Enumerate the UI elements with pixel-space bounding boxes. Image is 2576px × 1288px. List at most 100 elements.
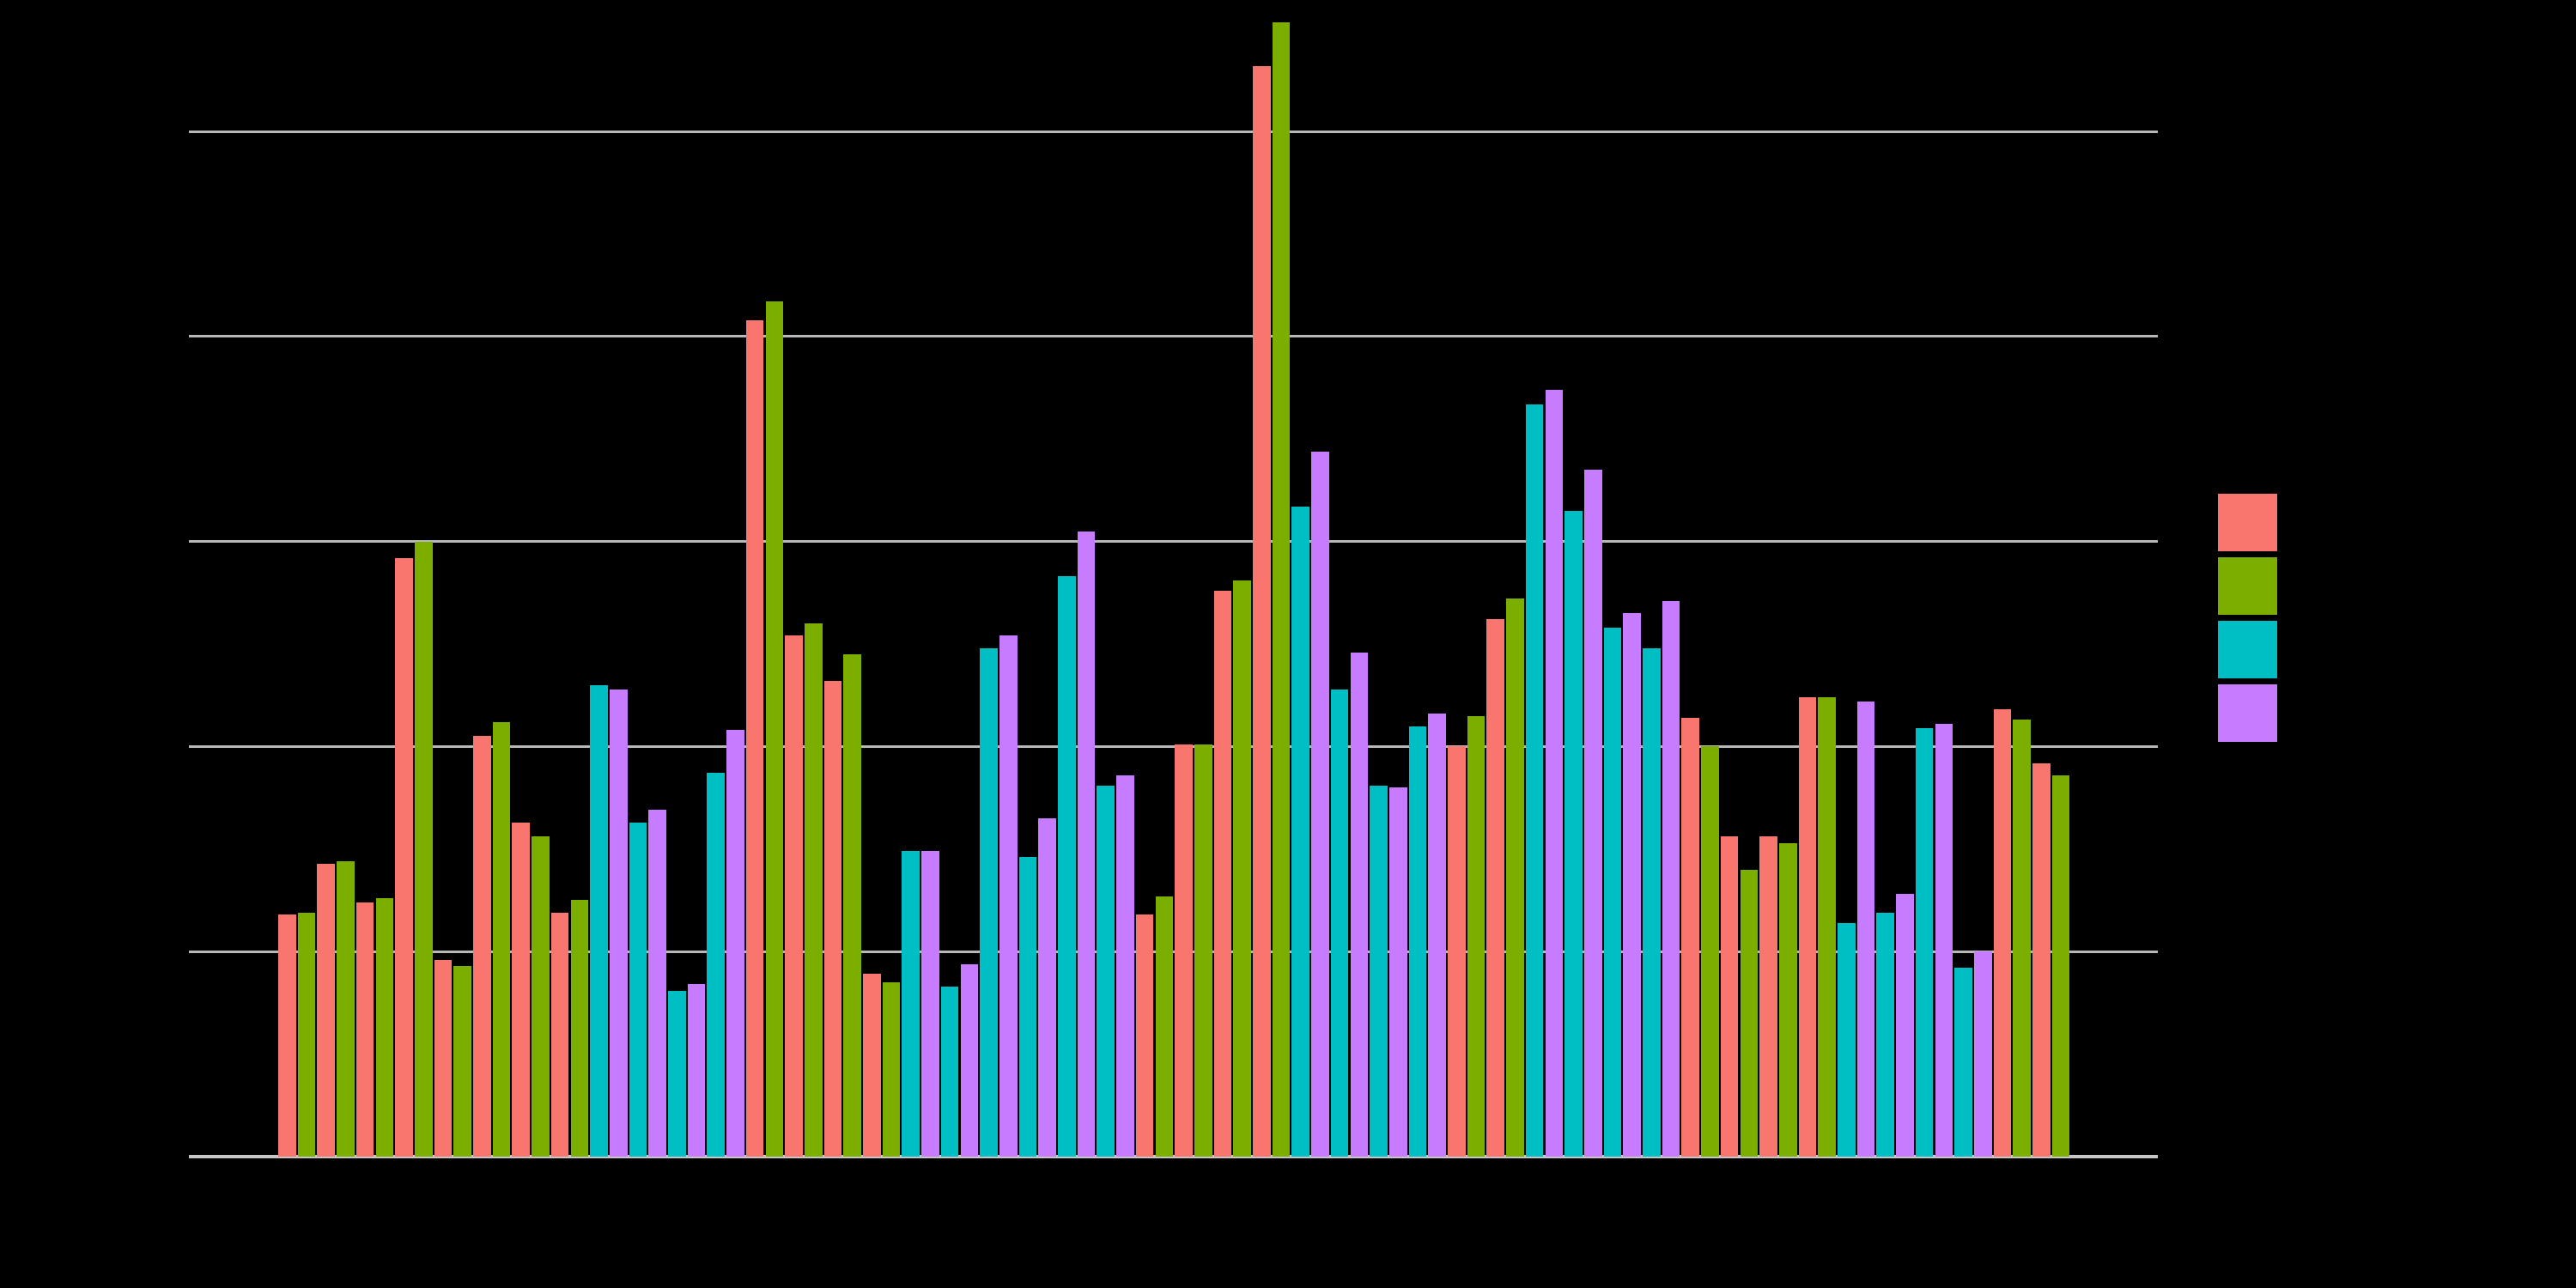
bar-series-2	[414, 542, 433, 1157]
bar-series-3	[1408, 726, 1427, 1157]
bar-series-3	[1330, 690, 1349, 1157]
bar-series-4	[1038, 818, 1056, 1157]
bar-series-4	[1856, 702, 1875, 1157]
bar-series-1	[512, 823, 531, 1157]
y-gridline	[189, 130, 2158, 133]
bar-series-4	[687, 984, 706, 1157]
bar-series-2	[1740, 870, 1759, 1157]
bar-series-2	[297, 913, 316, 1157]
bar-series-1	[1759, 836, 1777, 1157]
bar-series-3	[1603, 628, 1622, 1157]
bar-series-3	[590, 685, 608, 1157]
bar-series-4	[1896, 894, 1914, 1157]
bar-series-2	[765, 301, 784, 1157]
bar-series-1	[355, 902, 374, 1157]
bar-series-4	[609, 690, 628, 1157]
bar-series-4	[1116, 775, 1134, 1157]
bar-series-2	[375, 898, 394, 1157]
bar-series-4	[1388, 787, 1407, 1157]
bar-series-3	[1876, 913, 1895, 1157]
y-gridline	[189, 540, 2158, 544]
bar-series-1	[785, 635, 803, 1157]
bar-series-4	[1662, 601, 1680, 1157]
y-gridline	[189, 744, 2158, 748]
bar-series-1	[434, 960, 453, 1157]
bar-series-3	[980, 648, 998, 1157]
bar-series-1	[1720, 836, 1739, 1157]
x-axis-line	[189, 1155, 2158, 1158]
bar-series-4	[1623, 613, 1641, 1157]
bar-series-3	[1370, 786, 1388, 1157]
bar-series-2	[532, 836, 550, 1157]
bar-series-4	[1583, 470, 1602, 1157]
legend-swatch-series-4	[2218, 684, 2277, 742]
bar-series-4	[1545, 390, 1564, 1157]
bar-series-1	[1681, 718, 1700, 1157]
bar-series-1	[395, 558, 413, 1157]
bar-series-4	[1428, 714, 1446, 1157]
bar-series-2	[1467, 716, 1485, 1157]
bar-series-2	[1778, 843, 1797, 1157]
bar-series-1	[745, 320, 764, 1157]
bar-series-2	[1818, 697, 1836, 1157]
bar-series-3	[1525, 404, 1544, 1157]
bar-series-4	[1935, 724, 1953, 1157]
bar-series-3	[1915, 728, 1934, 1157]
bar-series-4	[921, 851, 939, 1157]
bar-series-2	[1506, 598, 1524, 1157]
bar-series-1	[2032, 763, 2050, 1157]
bar-series-1	[1213, 591, 1232, 1157]
bar-series-4	[1973, 951, 1992, 1157]
bar-series-3	[668, 991, 686, 1157]
bar-series-1	[278, 914, 296, 1157]
bar-series-1	[1448, 746, 1466, 1157]
bar-series-2	[804, 623, 823, 1157]
legend-swatch-series-1	[2218, 494, 2277, 551]
legend-swatch-series-3	[2218, 621, 2277, 678]
bar-series-1	[1175, 744, 1193, 1157]
bar-series-3	[902, 851, 920, 1157]
y-gridline	[189, 335, 2158, 338]
bar-series-2	[2051, 775, 2070, 1157]
bar-series-4	[1311, 452, 1329, 1157]
bar-series-3	[1291, 507, 1310, 1157]
bar-series-1	[550, 913, 569, 1157]
bar-series-3	[1838, 923, 1856, 1157]
bar-series-2	[1155, 896, 1174, 1157]
bar-series-1	[823, 681, 842, 1157]
bar-series-3	[1643, 648, 1661, 1157]
bar-series-1	[1486, 619, 1505, 1157]
bar-series-4	[960, 964, 979, 1157]
bar-series-1	[317, 864, 336, 1157]
bar-series-3	[1564, 511, 1583, 1157]
bar-series-1	[1253, 66, 1271, 1157]
bar-series-1	[1993, 709, 2012, 1157]
bar-series-4	[726, 730, 744, 1157]
bar-series-2	[1272, 22, 1291, 1157]
bar-series-4	[1077, 532, 1096, 1157]
bar-series-1	[1798, 697, 1817, 1157]
bar-series-2	[882, 982, 901, 1157]
bar-series-1	[473, 736, 491, 1157]
bar-series-3	[707, 773, 726, 1157]
bar-series-1	[863, 974, 881, 1157]
bar-series-2	[1194, 744, 1212, 1157]
legend-swatch-series-2	[2218, 557, 2277, 615]
bar-series-3	[940, 987, 959, 1157]
bar-series-3	[1058, 576, 1076, 1157]
bar-series-3	[1954, 968, 1972, 1157]
bar-series-4	[1350, 653, 1369, 1157]
bar-series-2	[492, 722, 511, 1157]
bar-series-2	[337, 861, 355, 1157]
bar-series-2	[2013, 720, 2031, 1157]
bar-series-3	[629, 823, 647, 1157]
bar-series-2	[570, 900, 589, 1157]
bar-series-2	[453, 966, 471, 1157]
bar-series-4	[648, 810, 666, 1157]
bar-series-2	[1701, 746, 1719, 1157]
bar-series-1	[1135, 914, 1154, 1157]
bar-series-3	[1018, 857, 1037, 1157]
bar-series-2	[1233, 580, 1251, 1157]
bar-series-4	[999, 635, 1018, 1157]
